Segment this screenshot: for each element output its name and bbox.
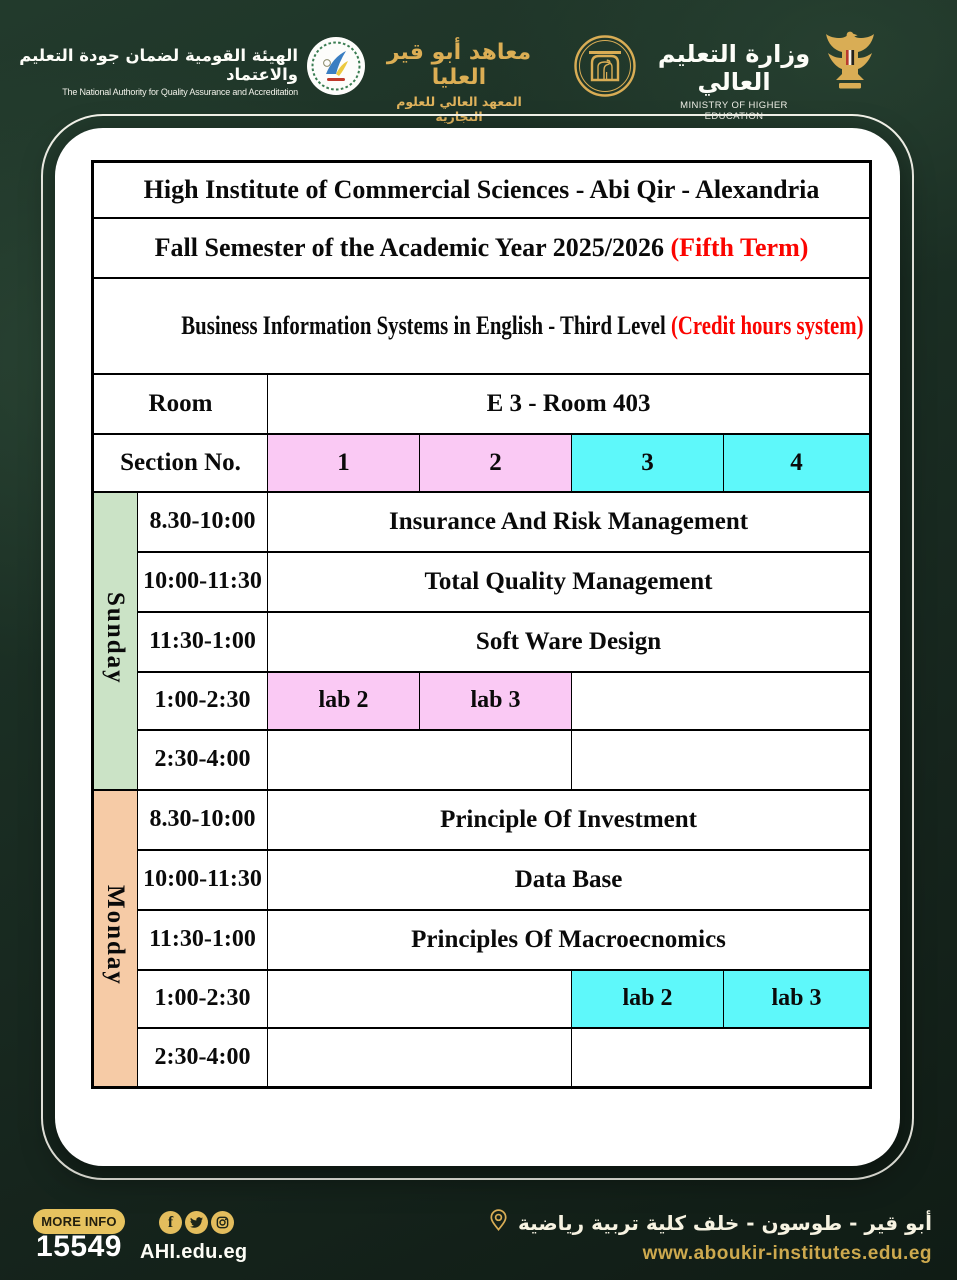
time-cell: 11:30-1:00 (137, 908, 268, 971)
institute-name-arabic: معاهد أبو قير العليا (386, 40, 532, 90)
lab-cell: lab 2 (267, 670, 420, 731)
room-value: E 3 - Room 403 (266, 372, 872, 435)
section-3-cell: 3 (571, 432, 724, 493)
naqaa-accreditation-logo-icon (306, 36, 366, 101)
instagram-icon[interactable] (211, 1211, 234, 1234)
institute-title: High Institute of Commercial Sciences - … (91, 160, 872, 219)
empty-cell (570, 728, 872, 791)
semester-text: Fall Semester of the Academic Year 2025/… (154, 232, 664, 262)
section-label: Section No. (92, 432, 268, 493)
naqaa-title-english: The National Authority for Quality Assur… (62, 87, 298, 97)
lab-cell: lab 3 (419, 670, 572, 731)
naqaa-title-arabic: الهيئة القومية لضمان جودة التعليم والاعت… (19, 46, 298, 84)
empty-cell (267, 968, 572, 1029)
time-cell: 10:00-11:30 (137, 848, 268, 911)
location-pin-icon (487, 1209, 510, 1237)
twitter-icon[interactable] (185, 1211, 208, 1234)
time-cell: 8.30-10:00 (137, 788, 268, 851)
lab-cell: lab 2 (571, 968, 724, 1029)
section-4-cell: 4 (722, 432, 872, 493)
course-cell: Soft Ware Design (266, 610, 872, 673)
ministry-title-english: MINISTRY OF HIGHER EDUCATION (680, 100, 788, 122)
day-cell-sunday: Sunday (92, 490, 138, 791)
course-cell: Insurance And Risk Management (266, 490, 872, 553)
course-cell: Principles Of Macroecnomics (266, 908, 872, 971)
course-cell: Data Base (266, 848, 872, 911)
more-info-badge: MORE INFO (33, 1209, 125, 1234)
time-cell: 11:30-1:00 (137, 610, 268, 673)
institute-emblem-icon (574, 35, 636, 102)
institute-subname-arabic: المعهد العالي للعلوم التجارية (396, 94, 522, 124)
section-1-cell: 1 (267, 432, 420, 493)
schedule-table: High Institute of Commercial Sciences - … (91, 160, 873, 1089)
hotline-number: 15549 (36, 1230, 122, 1263)
program-system-highlight: (Credit hours system) (670, 310, 864, 340)
program-text: Business Information Systems in English … (181, 310, 666, 340)
time-cell: 10:00-11:30 (137, 550, 268, 613)
ministry-title-block: وزارة التعليم العالي MINISTRY OF HIGHER … (652, 40, 816, 122)
egypt-eagle-emblem-icon (822, 28, 878, 99)
institute-website-short[interactable]: AHI.edu.eg (140, 1241, 248, 1263)
facebook-icon[interactable]: f (159, 1211, 182, 1234)
time-cell: 2:30-4:00 (137, 728, 268, 791)
empty-cell (570, 670, 872, 731)
empty-cell (267, 728, 572, 791)
institute-website-full[interactable]: www.aboukir-institutes.edu.eg (642, 1243, 932, 1264)
time-cell: 1:00-2:30 (137, 968, 268, 1029)
course-cell: Total Quality Management (266, 550, 872, 613)
section-2-cell: 2 (419, 432, 572, 493)
footer-address-block: أبو قير - طوسون - خلف كلية تربية رياضية … (487, 1209, 932, 1265)
naqaa-title-block: الهيئة القومية لضمان جودة التعليم والاعت… (18, 46, 298, 97)
room-label: Room (92, 372, 268, 435)
time-cell: 1:00-2:30 (137, 670, 268, 731)
card-outline (41, 114, 914, 1180)
time-cell: 2:30-4:00 (137, 1026, 268, 1089)
social-icons: f (159, 1211, 234, 1234)
institute-logo-text: معاهد أبو قير العليا المعهد العالي للعلو… (378, 40, 540, 124)
day-label-monday: Monday (102, 885, 129, 987)
day-cell-monday: Monday (92, 788, 138, 1089)
empty-cell (570, 1026, 872, 1089)
ministry-title-arabic: وزارة التعليم العالي (657, 40, 811, 96)
address-arabic: أبو قير - طوسون - خلف كلية تربية رياضية (518, 1211, 932, 1235)
empty-cell (267, 1026, 572, 1089)
semester-term-highlight: (Fifth Term) (670, 232, 809, 262)
course-cell: Principle Of Investment (266, 788, 872, 851)
lab-cell: lab 3 (722, 968, 872, 1029)
time-cell: 8.30-10:00 (137, 490, 268, 553)
day-label-sunday: Sunday (102, 591, 129, 685)
semester-title: Fall Semester of the Academic Year 2025/… (91, 216, 872, 279)
program-title: Business Information Systems in English … (91, 276, 872, 375)
schedule-card: High Institute of Commercial Sciences - … (55, 128, 900, 1166)
